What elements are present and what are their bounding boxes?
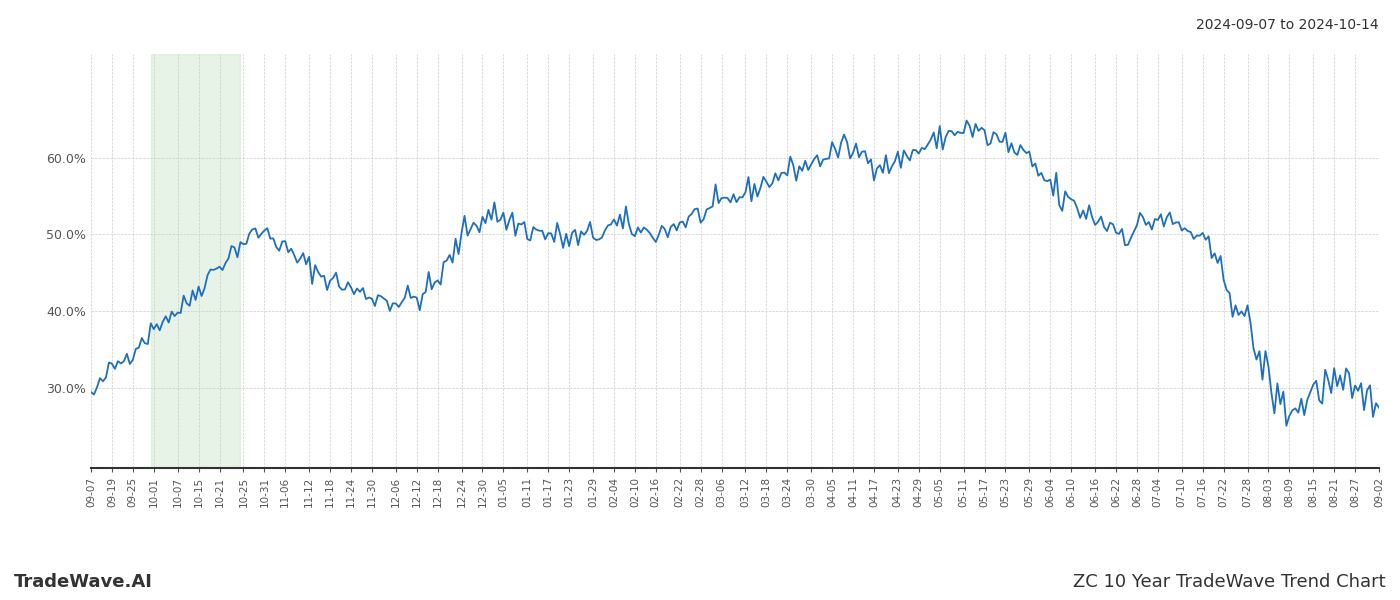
Text: ZC 10 Year TradeWave Trend Chart: ZC 10 Year TradeWave Trend Chart bbox=[1074, 573, 1386, 591]
Bar bbox=[151, 54, 241, 468]
Text: 2024-09-07 to 2024-10-14: 2024-09-07 to 2024-10-14 bbox=[1197, 18, 1379, 32]
Text: TradeWave.AI: TradeWave.AI bbox=[14, 573, 153, 591]
